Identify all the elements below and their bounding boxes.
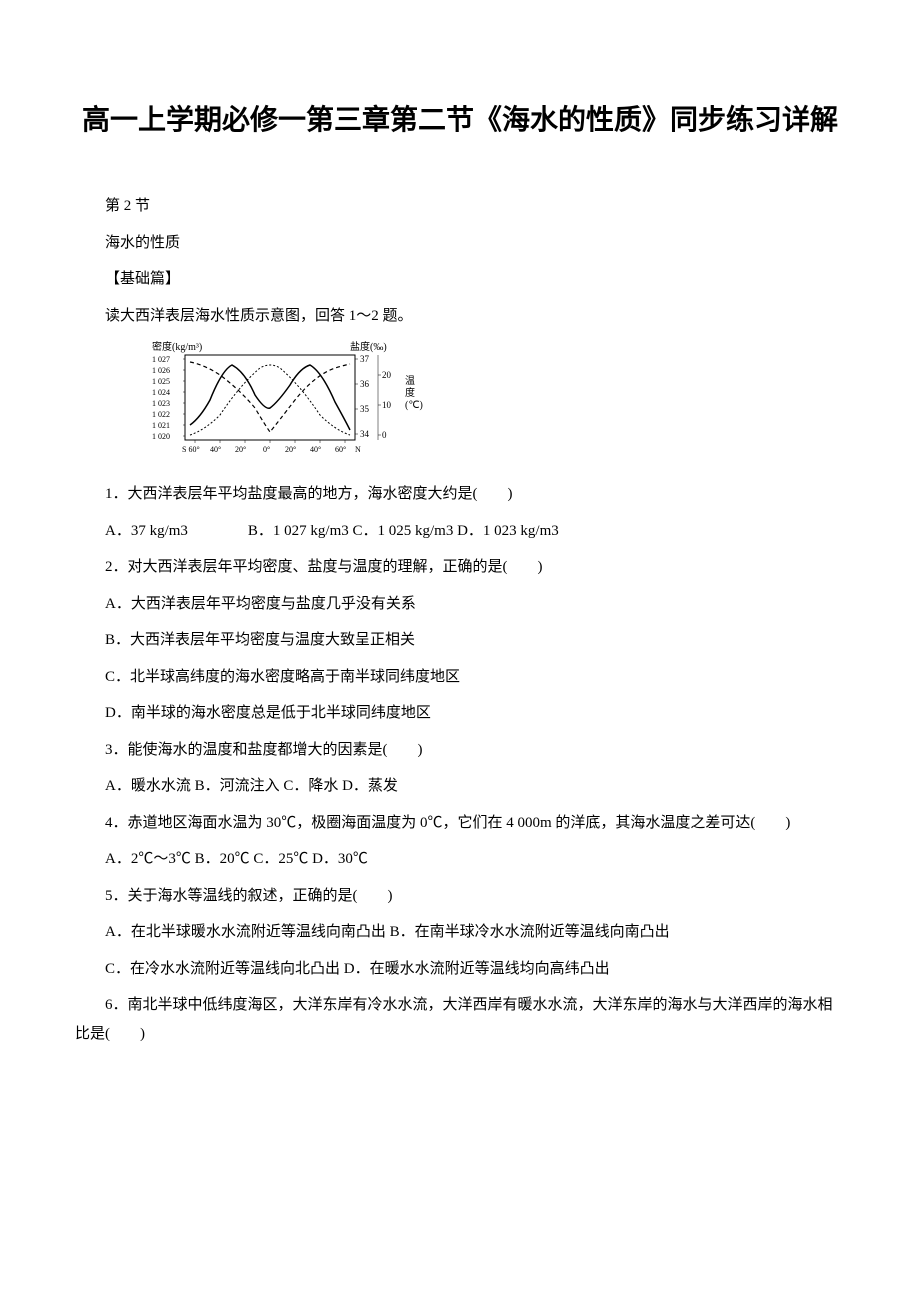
- chart-svg: 密度(kg/m³) 盐度(‰) 温 度 (℃) 1 027 1 026 1 02…: [150, 340, 430, 470]
- temp-val-1: 10: [382, 400, 392, 410]
- question-2-option-c: C．北半球高纬度的海水密度略高于南半球同纬度地区: [75, 663, 845, 692]
- density-val-6: 1 021: [152, 421, 170, 430]
- question-1-options: A．37 kg/m3 B．1 027 kg/m3 C．1 025 kg/m3 D…: [75, 517, 845, 546]
- question-5-options-ab: A．在北半球暖水水流附近等温线向南凸出 B．在南半球冷水水流附近等温线向南凸出: [75, 918, 845, 947]
- ocean-properties-chart: 密度(kg/m³) 盐度(‰) 温 度 (℃) 1 027 1 026 1 02…: [150, 340, 430, 470]
- x-label-1: 40°: [210, 445, 221, 454]
- temp-label-line1: 温: [405, 375, 415, 387]
- question-2: 2．对大西洋表层年平均密度、盐度与温度的理解，正确的是( ): [75, 553, 845, 582]
- density-val-2: 1 025: [152, 377, 170, 386]
- density-val-0: 1 027: [152, 355, 170, 364]
- temp-label-line3: (℃): [405, 400, 423, 411]
- temp-label-line2: 度: [405, 386, 415, 399]
- question-2-option-b: B．大西洋表层年平均密度与温度大致呈正相关: [75, 626, 845, 655]
- density-val-1: 1 026: [152, 366, 170, 375]
- salinity-val-0: 37: [360, 354, 370, 364]
- salinity-val-2: 35: [360, 404, 370, 414]
- question-3: 3．能使海水的温度和盐度都增大的因素是( ): [75, 736, 845, 765]
- x-label-3: 0°: [263, 445, 270, 454]
- x-label-0: S 60°: [182, 445, 200, 454]
- density-val-5: 1 022: [152, 410, 170, 419]
- salinity-val-1: 36: [360, 379, 370, 389]
- section-number: 第 2 节: [75, 192, 845, 221]
- temp-val-0: 20: [382, 370, 392, 380]
- density-val-7: 1 020: [152, 432, 170, 441]
- question-4-options: A．2℃～3℃ B．20℃ C．25℃ D．30℃: [75, 845, 845, 874]
- question-5: 5．关于海水等温线的叙述，正确的是( ): [75, 882, 845, 911]
- temp-val-2: 0: [382, 430, 387, 440]
- intro-text: 读大西洋表层海水性质示意图，回答 1～2 题。: [75, 302, 845, 331]
- x-label-7: N: [355, 445, 361, 454]
- x-label-2: 20°: [235, 445, 246, 454]
- x-label-4: 20°: [285, 445, 296, 454]
- question-4: 4．赤道地区海面水温为 30℃，极圈海面温度为 0℃，它们在 4 000m 的洋…: [75, 809, 845, 838]
- density-val-4: 1 023: [152, 399, 170, 408]
- question-6: 6．南北半球中低纬度海区，大洋东岸有冷水水流，大洋西岸有暖水水流，大洋东岸的海水…: [75, 991, 845, 1048]
- temperature-curve: [190, 365, 350, 435]
- salinity-val-3: 34: [360, 429, 370, 439]
- question-5-options-cd: C．在冷水水流附近等温线向北凸出 D．在暖水水流附近等温线均向高纬凸出: [75, 955, 845, 984]
- density-axis-label: 密度(kg/m³): [152, 340, 202, 353]
- document-title: 高一上学期必修一第三章第二节《海水的性质》同步练习详解: [75, 100, 845, 142]
- x-label-6: 60°: [335, 445, 346, 454]
- question-2-option-a: A．大西洋表层年平均密度与盐度几乎没有关系: [75, 590, 845, 619]
- density-curve: [190, 362, 350, 432]
- question-2-option-d: D．南半球的海水密度总是低于北半球同纬度地区: [75, 699, 845, 728]
- salinity-axis-label: 盐度(‰): [350, 340, 387, 353]
- section-name: 海水的性质: [75, 229, 845, 258]
- question-1: 1．大西洋表层年平均盐度最高的地方，海水密度大约是( ): [75, 480, 845, 509]
- section-label: 【基础篇】: [75, 265, 845, 294]
- density-val-3: 1 024: [152, 388, 170, 397]
- x-label-5: 40°: [310, 445, 321, 454]
- question-3-options: A．暖水水流 B．河流注入 C．降水 D．蒸发: [75, 772, 845, 801]
